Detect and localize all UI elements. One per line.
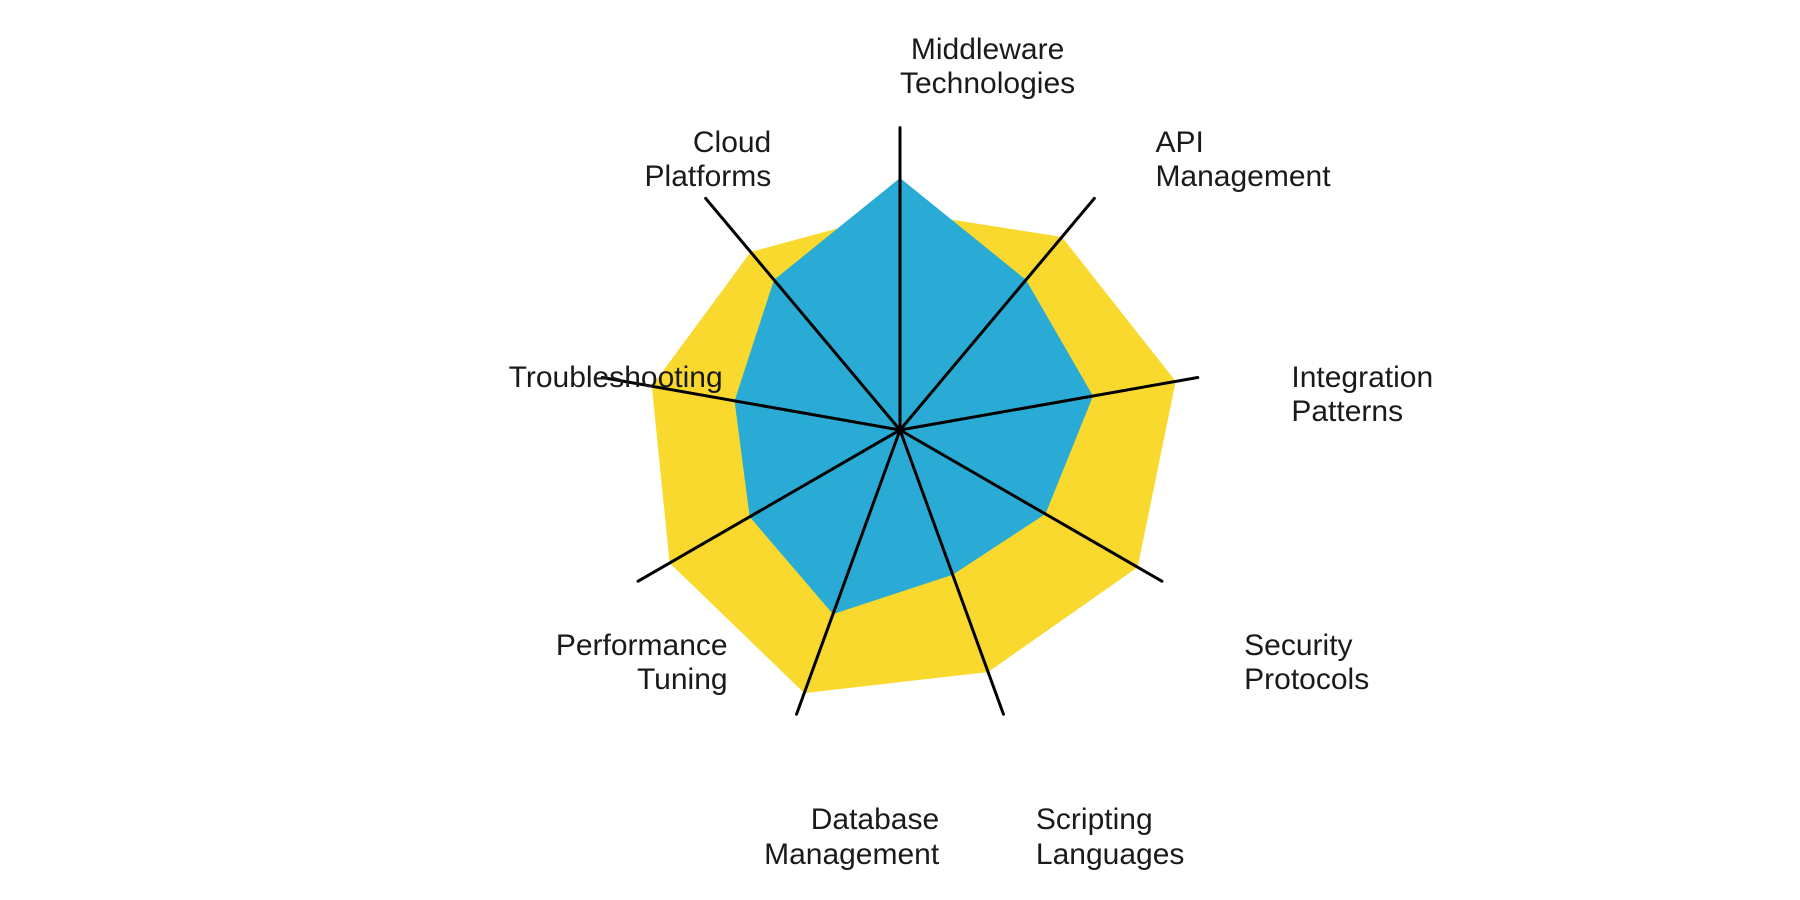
radar-axis-label-line: Patterns <box>1291 395 1433 430</box>
radar-axis-label-4: ScriptingLanguages <box>1036 803 1184 872</box>
radar-axis-label-line: Languages <box>1036 838 1184 873</box>
radar-axis-label-line: Management <box>1155 160 1330 195</box>
radar-axis-label-3: SecurityProtocols <box>1244 629 1369 698</box>
radar-axis-label-line: API <box>1155 126 1330 161</box>
radar-chart-container: MiddlewareTechnologiesAPIManagementInteg… <box>0 0 1800 900</box>
radar-axis-label-line: Platforms <box>645 160 772 195</box>
radar-axis-label-line: Performance <box>556 629 728 664</box>
radar-axis-label-8: CloudPlatforms <box>645 126 772 195</box>
radar-axis-label-2: IntegrationPatterns <box>1291 361 1433 430</box>
radar-axis-label-line: Technologies <box>900 67 1075 102</box>
radar-axis-label-0: MiddlewareTechnologies <box>900 33 1075 102</box>
radar-axis-label-line: Middleware <box>900 33 1075 68</box>
radar-axis-label-7: Troubleshooting <box>509 361 723 396</box>
radar-axis-label-6: PerformanceTuning <box>556 629 728 698</box>
radar-axis-label-line: Tuning <box>556 663 728 698</box>
radar-axis-label-line: Troubleshooting <box>509 361 723 396</box>
radar-axis-label-line: Scripting <box>1036 803 1184 838</box>
radar-axis-label-line: Integration <box>1291 361 1433 396</box>
radar-chart-svg <box>0 0 1800 900</box>
radar-axis-label-1: APIManagement <box>1155 126 1330 195</box>
radar-axis-label-line: Database <box>764 803 939 838</box>
radar-axis-label-line: Cloud <box>645 126 772 161</box>
radar-axis-label-line: Security <box>1244 629 1369 664</box>
radar-axis-label-5: DatabaseManagement <box>764 803 939 872</box>
radar-axis-label-line: Protocols <box>1244 663 1369 698</box>
radar-axis-label-line: Management <box>764 838 939 873</box>
